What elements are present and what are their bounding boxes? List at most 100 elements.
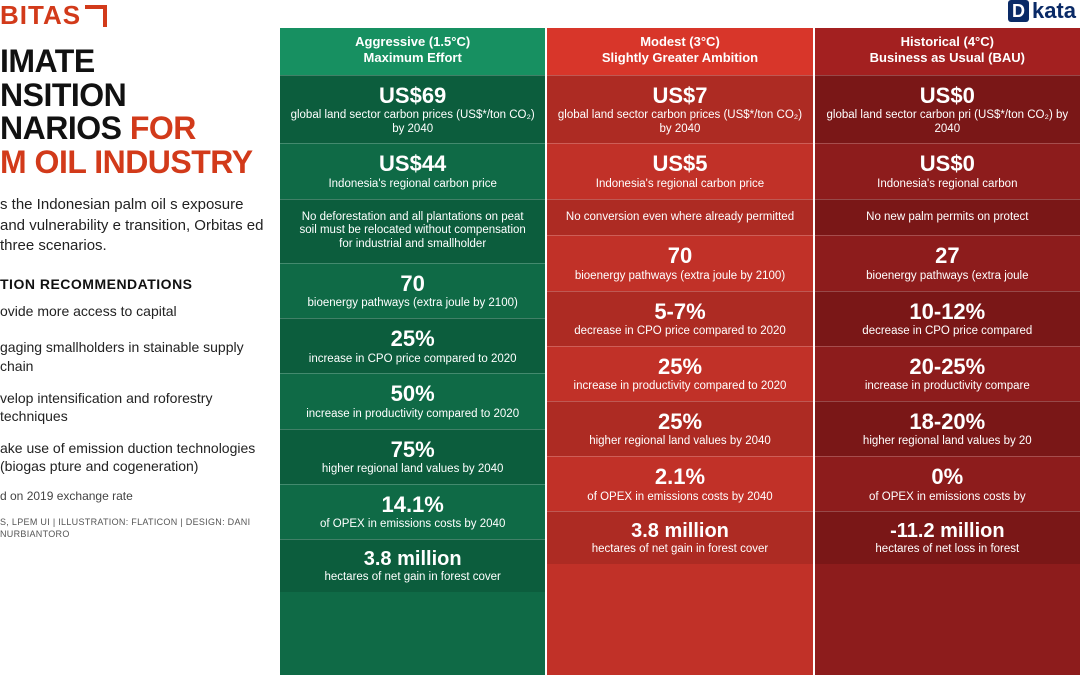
- title-line3: NARIOS: [0, 110, 121, 146]
- data-cell: 75%higher regional land values by 2040: [280, 429, 545, 484]
- data-cell-text: No new palm permits on protect: [815, 199, 1080, 236]
- title-line1: IMATE: [0, 43, 95, 79]
- cell-value: 20-25%: [825, 354, 1070, 380]
- data-cell: -11.2 millionhectares of net loss in for…: [815, 511, 1080, 564]
- brand-left-logo: BITAS: [0, 0, 270, 31]
- data-cell: US$7global land sector carbon prices (US…: [547, 75, 812, 144]
- recommendation-item: velop intensification and roforestry tec…: [0, 389, 270, 425]
- column-header: Historical (4°C) Business as Usual (BAU): [815, 28, 1080, 75]
- cell-label: increase in productivity compared to 202…: [290, 408, 535, 422]
- cell-value: 70: [557, 243, 802, 269]
- scenario-column-historical: Historical (4°C) Business as Usual (BAU)…: [815, 28, 1080, 675]
- cell-label: of OPEX in emissions costs by 2040: [290, 518, 535, 532]
- cell-label: hectares of net loss in forest: [825, 543, 1070, 557]
- cell-value: 25%: [557, 354, 802, 380]
- main-title: IMATE NSITION NARIOS FOR M OIL INDUSTRY: [0, 45, 270, 179]
- data-cell: 5-7%decrease in CPO price compared to 20…: [547, 291, 812, 346]
- cell-label: hectares of net gain in forest cover: [290, 571, 535, 585]
- cell-value: 25%: [290, 326, 535, 352]
- data-cell: US$0Indonesia's regional carbon: [815, 143, 1080, 198]
- data-cell: 50%increase in productivity compared to …: [280, 373, 545, 428]
- data-cell: 70bioenergy pathways (extra joule by 210…: [547, 235, 812, 290]
- cell-value: 3.8 million: [557, 519, 802, 543]
- cell-value: 0%: [825, 464, 1070, 490]
- data-cell: 2.1%of OPEX in emissions costs by 2040: [547, 456, 812, 511]
- data-cell: 0%of OPEX in emissions costs by: [815, 456, 1080, 511]
- brand-left-text: BITAS: [0, 0, 81, 31]
- cell-label: global land sector carbon prices (US$*/t…: [290, 109, 535, 137]
- cell-value: 3.8 million: [290, 547, 535, 571]
- cell-label: of OPEX in emissions costs by: [825, 491, 1070, 505]
- infographic-page: BITAS IMATE NSITION NARIOS FOR M OIL IND…: [0, 0, 1080, 675]
- data-cell: 18-20%higher regional land values by 20: [815, 401, 1080, 456]
- cell-label: Indonesia's regional carbon: [825, 178, 1070, 192]
- recommendation-item: ake use of emission duction technologies…: [0, 439, 270, 475]
- cell-label: global land sector carbon prices (US$*/t…: [557, 109, 802, 137]
- cell-label: bioenergy pathways (extra joule by 2100): [290, 297, 535, 311]
- cell-label: hectares of net gain in forest cover: [557, 543, 802, 557]
- data-cell: 25%increase in productivity compared to …: [547, 346, 812, 401]
- title-line2: NSITION: [0, 77, 126, 113]
- cell-value: US$69: [290, 83, 535, 109]
- data-cell: 27bioenergy pathways (extra joule: [815, 235, 1080, 290]
- column-header-line2: Business as Usual (BAU): [870, 50, 1025, 65]
- recommendations-list: ovide more access to capital gaging smal…: [0, 302, 270, 475]
- recommendation-item: ovide more access to capital: [0, 302, 270, 324]
- cell-value: US$44: [290, 151, 535, 177]
- column-header-line2: Maximum Effort: [364, 50, 462, 65]
- cell-value: 75%: [290, 437, 535, 463]
- data-cell-text: No deforestation and all plantations on …: [280, 199, 545, 263]
- data-cell: US$44Indonesia's regional carbon price: [280, 143, 545, 198]
- left-panel: BITAS IMATE NSITION NARIOS FOR M OIL IND…: [0, 0, 280, 675]
- scenario-column-aggressive: Aggressive (1.5°C) Maximum Effort US$69g…: [280, 28, 545, 675]
- column-header-line1: Aggressive (1.5°C): [355, 34, 470, 49]
- brand-right-logo: Dkata: [1008, 0, 1076, 24]
- cell-value: 14.1%: [290, 492, 535, 518]
- cell-label: of OPEX in emissions costs by 2040: [557, 491, 802, 505]
- data-cell: US$5Indonesia's regional carbon price: [547, 143, 812, 198]
- cell-value: 5-7%: [557, 299, 802, 325]
- cell-value: 2.1%: [557, 464, 802, 490]
- cell-label: global land sector carbon pri (US$*/ton …: [825, 109, 1070, 137]
- brand-left-icon: [85, 5, 107, 27]
- cell-value: -11.2 million: [825, 519, 1070, 543]
- cell-value: 27: [825, 243, 1070, 269]
- cell-value: 18-20%: [825, 409, 1070, 435]
- cell-value: US$0: [825, 151, 1070, 177]
- data-cell: 3.8 millionhectares of net gain in fores…: [280, 539, 545, 592]
- cell-label: decrease in CPO price compared: [825, 325, 1070, 339]
- cell-label: Indonesia's regional carbon price: [290, 178, 535, 192]
- data-cell: US$69global land sector carbon prices (U…: [280, 75, 545, 144]
- cell-label: Indonesia's regional carbon price: [557, 178, 802, 192]
- data-cell: 14.1%of OPEX in emissions costs by 2040: [280, 484, 545, 539]
- cell-label: bioenergy pathways (extra joule: [825, 270, 1070, 284]
- cell-label: increase in productivity compare: [825, 380, 1070, 394]
- column-header-line2: Slightly Greater Ambition: [602, 50, 758, 65]
- scenario-table: Dkata Aggressive (1.5°C) Maximum Effort …: [280, 0, 1080, 675]
- cell-label: bioenergy pathways (extra joule by 2100): [557, 270, 802, 284]
- data-cell: 10-12%decrease in CPO price compared: [815, 291, 1080, 346]
- column-header-line1: Modest (3°C): [640, 34, 720, 49]
- brand-right-icon: D: [1008, 0, 1029, 22]
- column-header: Aggressive (1.5°C) Maximum Effort: [280, 28, 545, 75]
- cell-label: increase in productivity compared to 202…: [557, 380, 802, 394]
- cell-label: increase in CPO price compared to 2020: [290, 353, 535, 367]
- recommendation-item: gaging smallholders in stainable supply …: [0, 338, 270, 374]
- cell-value: 10-12%: [825, 299, 1070, 325]
- title-accent2: M OIL INDUSTRY: [0, 144, 253, 180]
- cell-value: US$0: [825, 83, 1070, 109]
- cell-label: higher regional land values by 20: [825, 435, 1070, 449]
- cell-label: higher regional land values by 2040: [557, 435, 802, 449]
- data-cell: 70bioenergy pathways (extra joule by 210…: [280, 263, 545, 318]
- data-cell: US$0global land sector carbon pri (US$*/…: [815, 75, 1080, 144]
- footnote: d on 2019 exchange rate: [0, 489, 270, 503]
- cell-value: 25%: [557, 409, 802, 435]
- column-header-line1: Historical (4°C): [901, 34, 994, 49]
- cell-value: 70: [290, 271, 535, 297]
- cell-value: 50%: [290, 381, 535, 407]
- scenario-column-modest: Modest (3°C) Slightly Greater Ambition U…: [547, 28, 812, 675]
- data-cell: 25%increase in CPO price compared to 202…: [280, 318, 545, 373]
- title-accent1: FOR: [130, 110, 196, 146]
- credits: S, LPEM UI | ILLUSTRATION: FLATICON | DE…: [0, 517, 270, 540]
- cell-label: higher regional land values by 2040: [290, 463, 535, 477]
